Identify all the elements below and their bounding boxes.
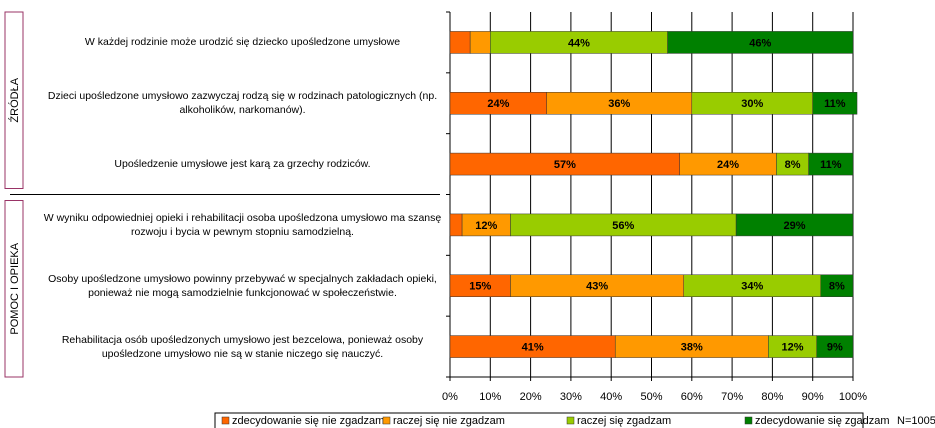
group-label: POMOC I OPIEKA (9, 242, 21, 334)
legend-swatch (221, 416, 230, 425)
value-label: 38% (681, 341, 703, 353)
bar-segment (667, 31, 854, 54)
bar-segment (735, 213, 854, 237)
x-tick-label: 90% (802, 391, 824, 403)
bar-segment (449, 213, 463, 237)
value-label: 24% (487, 98, 509, 110)
legend-swatch (744, 416, 753, 425)
legend-label: raczej się zgadzam (577, 415, 671, 427)
value-label: 43% (586, 281, 608, 293)
value-label: 30% (741, 98, 763, 110)
value-label: 12% (475, 220, 497, 232)
value-label: 36% (608, 98, 630, 110)
x-tick-label: 30% (560, 391, 582, 403)
group-box (4, 200, 24, 378)
bar-segment (449, 31, 471, 54)
bar-segment (816, 335, 854, 358)
value-label: 34% (741, 281, 763, 293)
legend-label: zdecydowanie się zgadzam (755, 415, 890, 427)
value-label: 46% (749, 37, 771, 49)
x-tick-label: 100% (839, 391, 867, 403)
x-tick-label: 10% (479, 391, 501, 403)
value-label: 57% (554, 159, 576, 171)
value-label: 11% (824, 98, 846, 110)
x-tick-label: 20% (520, 391, 542, 403)
bar-segment (808, 152, 854, 176)
x-tick-label: 80% (761, 391, 783, 403)
value-label: 8% (829, 281, 845, 293)
x-tick-label: 50% (640, 391, 662, 403)
value-label: 11% (820, 159, 842, 171)
category-label: W każdej rodzinie może urodzić się dziec… (84, 36, 401, 49)
bar-segment (820, 274, 854, 297)
value-label: 41% (522, 341, 544, 353)
group-label: ŹRÓDŁA (8, 77, 21, 122)
group-box (4, 11, 24, 189)
x-tick-label: 0% (442, 391, 458, 403)
value-label: 29% (784, 220, 806, 232)
value-label: 9% (827, 341, 843, 353)
category-label: Osoby upośledzone umysłowo powinny przeb… (48, 272, 437, 299)
note: N=1005 (897, 415, 935, 427)
legend-box (214, 412, 864, 428)
x-tick-label: 60% (681, 391, 703, 403)
legend-swatch (566, 416, 575, 425)
category-label: Rehabilitacja osób upośledzonych umysłow… (61, 333, 424, 360)
value-label: 8% (785, 159, 801, 171)
value-label: 56% (612, 220, 634, 232)
category-label: Dzieci upośledzone umysłowo zazwyczaj ro… (47, 90, 438, 117)
bar-segment (469, 31, 491, 54)
category-label: W wyniku odpowiedniej opieki i rehabilit… (43, 211, 442, 238)
legend-label: zdecydowanie się nie zgadzam (232, 415, 384, 427)
value-label: 12% (782, 341, 804, 353)
x-tick-label: 40% (600, 391, 622, 403)
value-label: 24% (717, 159, 739, 171)
legend-label: raczej się nie zgadzam (393, 415, 505, 427)
value-label: 15% (469, 281, 491, 293)
value-label: 44% (568, 37, 590, 49)
x-tick-label: 70% (721, 391, 743, 403)
legend-swatch (382, 416, 391, 425)
category-label: Upośledzenie umysłowe jest karą za grzec… (114, 158, 371, 171)
bar-segment (812, 92, 858, 115)
